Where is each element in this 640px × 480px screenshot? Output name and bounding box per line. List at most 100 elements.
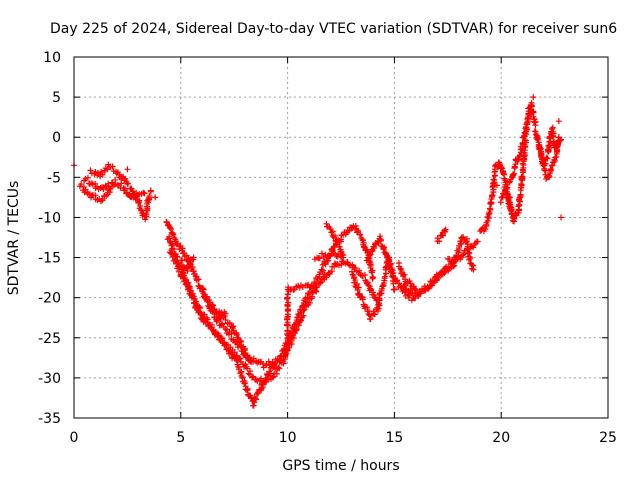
data-point xyxy=(549,125,556,132)
data-point xyxy=(99,171,106,178)
data-point xyxy=(84,174,91,181)
data-point xyxy=(130,194,137,201)
data-point xyxy=(246,354,253,361)
data-point xyxy=(241,380,248,387)
data-point xyxy=(178,272,185,279)
data-point xyxy=(547,166,554,173)
data-point xyxy=(355,284,362,291)
data-point xyxy=(125,180,132,187)
data-point xyxy=(487,199,494,206)
data-point xyxy=(323,274,330,281)
data-point xyxy=(532,122,539,129)
data-point xyxy=(231,349,238,356)
data-point xyxy=(275,364,282,371)
data-point xyxy=(244,385,251,392)
data-point xyxy=(433,277,440,284)
data-point xyxy=(214,317,221,324)
x-tick-label: 20 xyxy=(492,430,510,446)
data-point xyxy=(192,273,199,280)
data-point xyxy=(146,192,153,199)
data-point xyxy=(439,232,446,239)
data-point xyxy=(312,287,319,294)
y-tick-label: -25 xyxy=(38,331,61,347)
data-point xyxy=(509,211,516,218)
data-point xyxy=(526,110,533,117)
data-point xyxy=(171,246,178,253)
data-point xyxy=(377,233,384,240)
data-point xyxy=(118,180,125,187)
tick-labels: 0 5 10 15 20 25 10 5 0 -5 -10 -15 -20 -25 -30 -35 xyxy=(38,50,617,446)
data-point xyxy=(283,295,290,302)
data-point xyxy=(381,244,388,251)
data-point xyxy=(239,348,246,355)
data-point xyxy=(407,286,414,293)
data-point xyxy=(322,261,329,268)
data-point xyxy=(340,254,347,261)
data-point xyxy=(483,221,490,228)
data-point xyxy=(441,227,448,234)
data-point xyxy=(511,218,518,225)
data-point xyxy=(226,319,233,326)
data-point xyxy=(555,140,562,147)
data-point xyxy=(497,199,504,206)
data-point xyxy=(330,234,337,241)
x-tick-label: 5 xyxy=(176,430,185,446)
data-point xyxy=(212,329,219,336)
data-point xyxy=(376,297,383,304)
y-tick-label: -30 xyxy=(38,371,61,387)
data-point xyxy=(124,166,131,173)
data-point xyxy=(237,355,244,362)
data-point xyxy=(467,255,474,262)
data-point xyxy=(552,154,559,161)
data-point xyxy=(446,256,453,263)
data-point xyxy=(170,231,177,238)
data-point xyxy=(123,190,130,197)
data-point xyxy=(88,180,95,187)
data-point xyxy=(356,267,363,274)
data-point xyxy=(506,179,513,186)
data-point xyxy=(319,267,326,274)
data-point xyxy=(397,283,404,290)
data-point xyxy=(505,195,512,202)
x-tick-label: 10 xyxy=(279,430,297,446)
data-point xyxy=(394,277,401,284)
data-point xyxy=(519,166,526,173)
data-point xyxy=(489,192,496,199)
data-point xyxy=(521,129,528,136)
data-point xyxy=(314,283,321,290)
data-point xyxy=(82,186,89,193)
grid xyxy=(74,57,608,418)
data-point xyxy=(235,364,242,371)
data-point xyxy=(444,265,451,272)
data-point xyxy=(222,316,229,323)
data-point xyxy=(250,402,257,409)
data-point xyxy=(323,220,330,227)
data-point xyxy=(269,358,276,365)
y-tick-label: 5 xyxy=(52,90,61,106)
data-point xyxy=(179,271,186,278)
data-point xyxy=(175,268,182,275)
data-point xyxy=(365,256,372,263)
data-point xyxy=(338,238,344,245)
data-point xyxy=(370,274,377,281)
y-tick-label: -5 xyxy=(47,170,61,186)
data-point xyxy=(293,325,300,332)
data-point xyxy=(442,226,449,233)
data-point xyxy=(457,238,464,245)
data-point xyxy=(87,167,94,174)
data-point xyxy=(375,301,382,308)
data-point xyxy=(290,286,297,293)
data-point xyxy=(215,316,222,323)
data-point xyxy=(359,296,366,303)
data-points xyxy=(71,94,565,409)
data-point xyxy=(317,279,324,286)
data-point xyxy=(219,335,226,342)
data-point xyxy=(391,286,398,293)
plot-frame xyxy=(73,56,609,419)
data-point xyxy=(285,299,292,306)
data-point xyxy=(535,135,542,142)
data-point xyxy=(354,280,361,287)
y-axis-label: SDTVAR / TECUs xyxy=(6,181,22,296)
data-point xyxy=(466,253,473,260)
